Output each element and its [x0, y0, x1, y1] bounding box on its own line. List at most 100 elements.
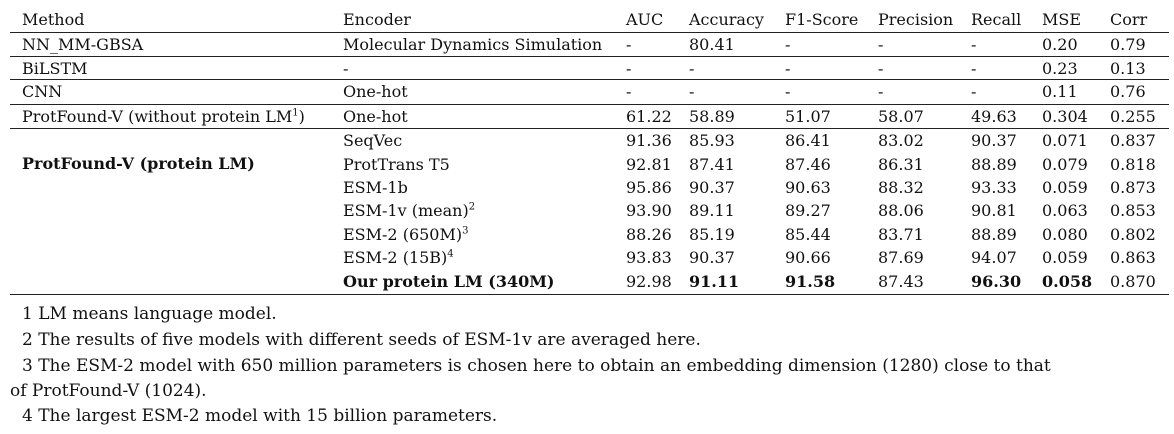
- table-cell-precision: 83.02: [878, 131, 924, 150]
- table-cell-accuracy: 58.89: [689, 107, 735, 126]
- table-cell-mse: 0.063: [1042, 201, 1088, 220]
- footnote-marker: 4: [447, 248, 454, 260]
- table-cell-encoder: Our protein LM (340M): [343, 272, 555, 291]
- table-cell-accuracy: 89.11: [689, 201, 735, 220]
- table-cell-f1-score: 89.27: [785, 201, 831, 220]
- table-cell-recall: 88.89: [971, 225, 1017, 244]
- table-cell-accuracy: -: [689, 59, 695, 78]
- table-cell-corr: 0.873: [1110, 178, 1156, 197]
- table-cell-auc: 92.81: [626, 155, 672, 174]
- table-cell-f1-score: 87.46: [785, 155, 831, 174]
- table-cell-corr: 0.76: [1110, 82, 1146, 101]
- table-cell-encoder: SeqVec: [343, 131, 403, 150]
- table-cell-encoder: ProtTrans T5: [343, 155, 450, 174]
- table-cell-precision: -: [878, 35, 884, 54]
- table-cell-mse: 0.079: [1042, 155, 1088, 174]
- table-rule-row-2: [10, 79, 1169, 80]
- table-cell-precision: 83.71: [878, 225, 924, 244]
- table-cell-mse: 0.304: [1042, 107, 1088, 126]
- table-cell-accuracy: 90.37: [689, 178, 735, 197]
- table-cell-auc: -: [626, 82, 632, 101]
- table-cell-mse: 0.11: [1042, 82, 1078, 101]
- group-method-label: ProtFound-V (protein LM): [22, 154, 255, 173]
- table-cell-f1-score: -: [785, 35, 791, 54]
- table-cell-accuracy: 87.41: [689, 155, 735, 174]
- table-cell-corr: 0.870: [1110, 272, 1156, 291]
- table-cell-recall: 94.07: [971, 248, 1017, 267]
- table-cell-method: BiLSTM: [22, 59, 88, 78]
- method-suffix: ): [298, 107, 305, 126]
- table-cell-f1-score: 51.07: [785, 107, 831, 126]
- footnote-3-continuation: of ProtFound-V (1024).: [10, 381, 207, 401]
- table-cell-f1-score: 90.66: [785, 248, 831, 267]
- table-cell-accuracy: 90.37: [689, 248, 735, 267]
- table-rule-row-1: [10, 56, 1169, 57]
- table-cell-encoder: ESM-2 (15B)4: [343, 248, 454, 268]
- table-cell-recall: 49.63: [971, 107, 1017, 126]
- table-cell-accuracy: 85.19: [689, 225, 735, 244]
- table-cell-auc: 93.90: [626, 201, 672, 220]
- table-cell-auc: -: [626, 59, 632, 78]
- table-cell-f1-score: -: [785, 82, 791, 101]
- table-cell-precision: 58.07: [878, 107, 924, 126]
- table-cell-encoder: One-hot: [343, 107, 408, 126]
- header-recall: Recall: [971, 10, 1022, 29]
- table-cell-accuracy: -: [689, 82, 695, 101]
- table-cell-f1-score: -: [785, 59, 791, 78]
- table-cell-recall: 96.30: [971, 272, 1022, 291]
- header-precision: Precision: [878, 10, 954, 29]
- table-cell-auc: -: [626, 35, 632, 54]
- table-cell-accuracy: 91.11: [689, 272, 740, 291]
- table-cell-accuracy: 85.93: [689, 131, 735, 150]
- footnote-1: 1 LM means language model.: [22, 304, 277, 324]
- method-text: ProtFound-V (without protein LM: [22, 107, 293, 126]
- header-auc: AUC: [626, 10, 664, 29]
- encoder-text: ESM-2 (15B): [343, 248, 448, 267]
- table-cell-auc: 93.83: [626, 248, 672, 267]
- table-cell-recall: -: [971, 82, 977, 101]
- table-cell-mse: 0.20: [1042, 35, 1078, 54]
- table-rule-bottom: [10, 294, 1169, 295]
- table-cell-encoder: -: [343, 59, 349, 78]
- table-cell-precision: 87.69: [878, 248, 924, 267]
- table-cell-mse: 0.059: [1042, 178, 1088, 197]
- table-cell-recall: -: [971, 59, 977, 78]
- table-cell-auc: 95.86: [626, 178, 672, 197]
- header-encoder: Encoder: [343, 10, 411, 29]
- table-cell-precision: 86.31: [878, 155, 924, 174]
- table-cell-mse: 0.058: [1042, 272, 1093, 291]
- table-cell-corr: 0.863: [1110, 248, 1156, 267]
- table-cell-f1-score: 86.41: [785, 131, 831, 150]
- table-cell-corr: 0.802: [1110, 225, 1156, 244]
- header-mse: MSE: [1042, 10, 1082, 29]
- table-cell-f1-score: 90.63: [785, 178, 831, 197]
- table-cell-auc: 88.26: [626, 225, 672, 244]
- table-cell-auc: 91.36: [626, 131, 672, 150]
- table-cell-mse: 0.059: [1042, 248, 1088, 267]
- table-cell-corr: 0.79: [1110, 35, 1146, 54]
- table-cell-mse: 0.23: [1042, 59, 1078, 78]
- table-cell-precision: 88.06: [878, 201, 924, 220]
- table-cell-encoder: One-hot: [343, 82, 408, 101]
- header-accuracy: Accuracy: [689, 10, 764, 29]
- table-cell-precision: -: [878, 82, 884, 101]
- table-cell-method: NN_MM-GBSA: [22, 35, 144, 54]
- table-cell-recall: 90.37: [971, 131, 1017, 150]
- footnote-marker: 3: [462, 225, 469, 237]
- table-cell-corr: 0.818: [1110, 155, 1156, 174]
- table-rule-row-4: [10, 128, 1169, 129]
- footnote-2: 2 The results of five models with differ…: [22, 330, 701, 350]
- table-cell-precision: -: [878, 59, 884, 78]
- table-cell-precision: 87.43: [878, 272, 924, 291]
- table-cell-f1-score: 91.58: [785, 272, 836, 291]
- footnote-4: 4 The largest ESM-2 model with 15 billio…: [22, 406, 498, 426]
- footnote-marker: 2: [468, 201, 476, 213]
- table-cell-precision: 88.32: [878, 178, 924, 197]
- encoder-text: ESM-1v (mean): [343, 201, 469, 220]
- table-rule-header-bottom: [10, 32, 1169, 33]
- table-cell-recall: 93.33: [971, 178, 1017, 197]
- table-cell-encoder: Molecular Dynamics Simulation: [343, 35, 603, 54]
- table-rule-row-3: [10, 104, 1169, 105]
- encoder-text: ESM-2 (650M): [343, 225, 463, 244]
